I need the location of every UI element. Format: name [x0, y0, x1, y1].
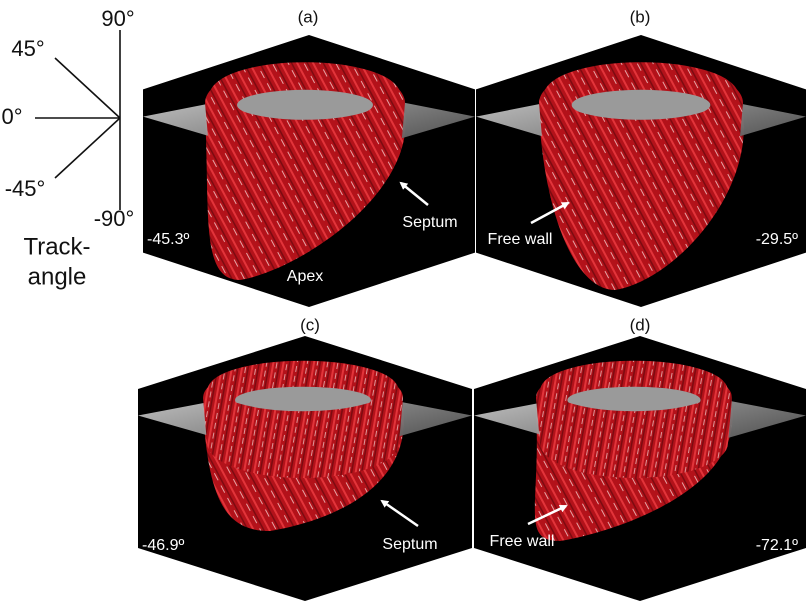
angle-value: -29.5º [756, 231, 798, 248]
axis-45 [55, 58, 120, 118]
panel: -29.5º Free wall [476, 35, 806, 307]
angle-label: -45° [5, 176, 46, 201]
legend-title: Track- [23, 233, 90, 260]
angle-value: -72.1º [756, 537, 798, 554]
annotation: Apex [287, 268, 323, 285]
angle-label: 0° [1, 104, 22, 129]
angle-legend [35, 30, 120, 210]
panel: -72.1º Free wall [474, 336, 806, 601]
annotation: Free wall [490, 533, 555, 550]
angle-label: -90° [94, 206, 135, 231]
panel: -46.9º Septum [138, 336, 472, 601]
annotation: Septum [382, 536, 437, 553]
angle-label: 90° [101, 6, 134, 31]
figure: 90° 45° 0° -45° -90°Track-angle -45.3º Septum A… [0, 0, 806, 606]
panel-label: (a) [298, 7, 319, 26]
annotation: Septum [402, 214, 457, 231]
angle-value: -46.9º [142, 537, 184, 554]
panel-label: (b) [630, 7, 651, 26]
legend-title: angle [28, 263, 87, 290]
axis-minus-45 [55, 118, 120, 178]
panel: -45.3º Septum Apex [143, 35, 475, 307]
panel-label: (c) [300, 315, 320, 334]
page: {"legend": {"angles": ["90°", "45°", "0°… [0, 0, 806, 606]
angle-value: -45.3º [147, 231, 189, 248]
annotation: Free wall [488, 231, 553, 248]
panel-label: (d) [630, 315, 651, 334]
angle-label: 45° [11, 36, 44, 61]
